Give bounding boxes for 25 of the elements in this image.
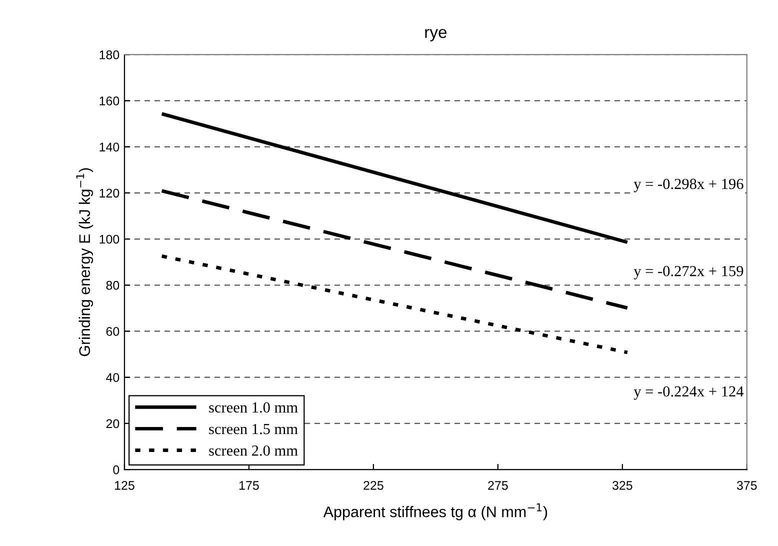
chart-title: rye	[425, 28, 447, 42]
y-tick-label: 140	[100, 142, 120, 152]
x-tick-label: 275	[488, 481, 508, 490]
y-tick-label: 100	[100, 234, 120, 244]
y-tick-label: 20	[106, 419, 120, 428]
legend-label: screen 1.5 mm	[209, 424, 298, 434]
x-tick-label: 375	[736, 481, 757, 490]
y-axis-title: Grinding energy E (kJ kg$^{−1}$)	[76, 168, 94, 356]
y-tick-label: 80	[106, 280, 120, 290]
y-tick-label: 0	[113, 465, 120, 474]
annotation: y = -0.224x + 124	[634, 386, 744, 400]
x-tick-label: 175	[239, 481, 259, 490]
legend-label: screen 2.0 mm	[209, 445, 298, 456]
x-tick-label: 325	[612, 481, 632, 490]
annotation: y = -0.298x + 196	[634, 178, 744, 192]
y-tick-label: 40	[106, 373, 120, 382]
x-tick-label: 225	[364, 481, 384, 490]
x-axis-title: Apparent stiffnees tg α (N mm$^{−1}$)	[323, 503, 548, 520]
y-tick-label: 180	[100, 50, 120, 60]
y-tick-label: 120	[100, 188, 120, 198]
annotation: y = -0.272x + 159	[634, 266, 744, 280]
y-tick-label: 60	[106, 327, 120, 336]
x-tick-label: 125	[115, 481, 134, 490]
y-tick-label: 160	[100, 96, 120, 106]
legend-label: screen 1.0 mm	[209, 402, 298, 413]
